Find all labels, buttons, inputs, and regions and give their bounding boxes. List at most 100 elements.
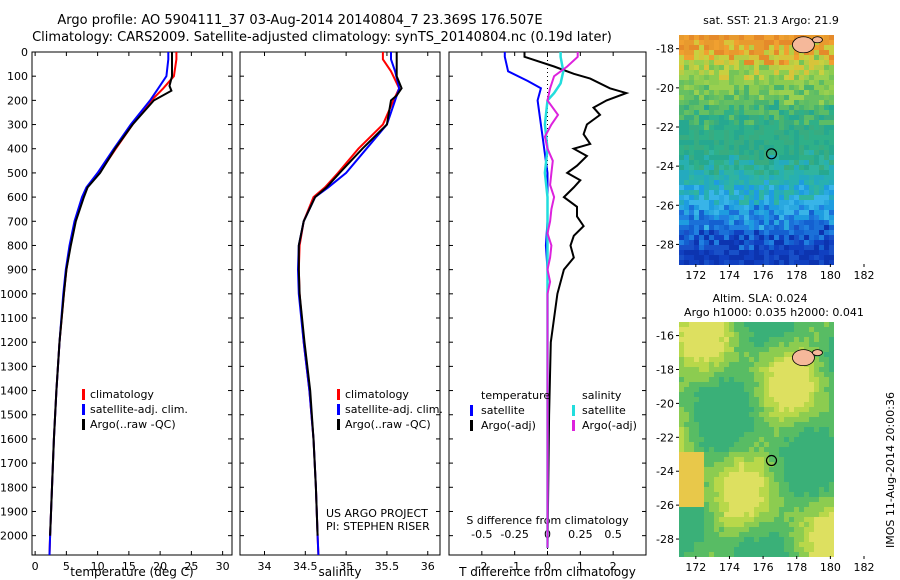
heatmap-cell [774, 347, 779, 352]
heatmap-cell [744, 417, 749, 422]
heatmap-cell [679, 235, 684, 240]
heatmap-cell [799, 392, 804, 397]
heatmap-cell [719, 542, 724, 547]
heatmap-cell [724, 150, 729, 155]
heatmap-cell [784, 175, 789, 180]
heatmap-cell [754, 120, 759, 125]
heatmap-cell [794, 175, 799, 180]
heatmap-cell [799, 75, 804, 80]
heatmap-cell [799, 387, 804, 392]
heatmap-cell [739, 130, 744, 135]
heatmap-cell [719, 417, 724, 422]
heatmap-cell [704, 245, 709, 250]
heatmap-cell [694, 527, 699, 532]
heatmap-cell [769, 250, 774, 255]
heatmap-cell [754, 367, 759, 372]
heatmap-cell [759, 185, 764, 190]
heatmap-cell [829, 387, 834, 392]
heatmap-cell [774, 215, 779, 220]
heatmap-cell [814, 447, 819, 452]
heatmap-cell [789, 165, 794, 170]
heatmap-cell [784, 70, 789, 75]
heatmap-cell [789, 337, 794, 342]
heatmap-cell [724, 422, 729, 427]
heatmap-cell [754, 255, 759, 260]
heatmap-cell [719, 427, 724, 432]
heatmap-cell [694, 512, 699, 517]
heatmap-cell [774, 245, 779, 250]
heatmap-cell [819, 467, 824, 472]
heatmap-cell [684, 110, 689, 115]
heatmap-cell [799, 55, 804, 60]
legend-swatch [337, 404, 340, 415]
heatmap-cell [789, 140, 794, 145]
heatmap-cell [774, 392, 779, 397]
heatmap-cell [684, 442, 689, 447]
heatmap-cell [759, 357, 764, 362]
heatmap-cell [754, 437, 759, 442]
heatmap-cell [804, 245, 809, 250]
heatmap-cell [709, 352, 714, 357]
heatmap-cell [809, 467, 814, 472]
heatmap-cell [764, 85, 769, 90]
heatmap-cell [749, 427, 754, 432]
heatmap-cell [769, 40, 774, 45]
top-tick-label: 0.5 [604, 528, 622, 541]
heatmap-cell [829, 145, 834, 150]
heatmap-cell [714, 517, 719, 522]
heatmap-cell [739, 482, 744, 487]
heatmap-cell [769, 195, 774, 200]
heatmap-cell [784, 432, 789, 437]
heatmap-cell [719, 260, 724, 265]
heatmap-cell [819, 105, 824, 110]
heatmap-cell [704, 397, 709, 402]
heatmap-cell [699, 55, 704, 60]
heatmap-cell [729, 387, 734, 392]
heatmap-cell [679, 492, 684, 497]
heatmap-cell [684, 185, 689, 190]
heatmap-cell [774, 527, 779, 532]
heatmap-cell [719, 362, 724, 367]
heatmap-cell [704, 492, 709, 497]
y-tick-label: 1900 [0, 505, 28, 518]
heatmap-cell [794, 165, 799, 170]
heatmap-cell [684, 50, 689, 55]
heatmap-cell [749, 255, 754, 260]
heatmap-cell [739, 200, 744, 205]
x-tick-label: 174 [719, 561, 740, 574]
heatmap-cell [679, 507, 684, 512]
heatmap-cell [689, 55, 694, 60]
heatmap-cell [754, 512, 759, 517]
heatmap-cell [784, 40, 789, 45]
heatmap-cell [729, 210, 734, 215]
heatmap-cell [774, 502, 779, 507]
heatmap-cell [729, 85, 734, 90]
heatmap-cell [734, 160, 739, 165]
heatmap-cell [819, 95, 824, 100]
heatmap-cell [699, 422, 704, 427]
y-tick-label: -24 [656, 160, 674, 173]
heatmap-cell [704, 235, 709, 240]
heatmap-cell [799, 175, 804, 180]
heatmap-cell [714, 442, 719, 447]
heatmap-cell [689, 90, 694, 95]
heatmap-cell [744, 437, 749, 442]
heatmap-cell [749, 55, 754, 60]
heatmap-cell [739, 437, 744, 442]
heatmap-cell [684, 542, 689, 547]
heatmap-cell [814, 472, 819, 477]
heatmap-cell [729, 125, 734, 130]
heatmap-cell [689, 547, 694, 552]
heatmap-cell [729, 412, 734, 417]
heatmap-cell [734, 457, 739, 462]
heatmap-cell [789, 70, 794, 75]
heatmap-cell [714, 35, 719, 40]
heatmap-cell [724, 432, 729, 437]
heatmap-cell [739, 382, 744, 387]
heatmap-cell [724, 442, 729, 447]
heatmap-cell [759, 170, 764, 175]
heatmap-cell [789, 362, 794, 367]
heatmap-cell [789, 75, 794, 80]
heatmap-cell [739, 552, 744, 557]
heatmap-cell [704, 55, 709, 60]
